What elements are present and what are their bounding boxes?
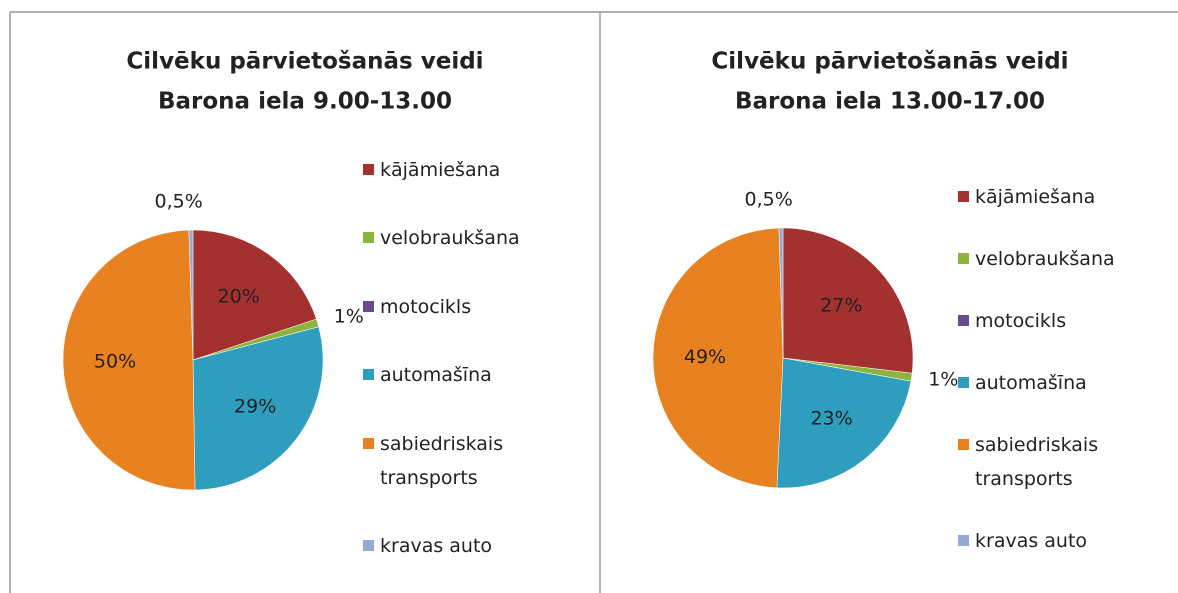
legend-item: sabiedriskais transports (958, 428, 1150, 496)
data-label: 29% (234, 396, 276, 418)
legend-swatch (363, 437, 374, 449)
legend-swatch (958, 535, 969, 546)
data-label: 1% (334, 306, 364, 328)
legend-item: automašīna (958, 366, 1150, 400)
pie-slice (192, 229, 317, 361)
data-label: 27% (820, 295, 862, 317)
legend-swatch (363, 300, 374, 312)
legend-item: automašīna (363, 358, 555, 392)
legend-item: kravas auto (958, 524, 1150, 558)
legend-swatch (363, 369, 374, 381)
legend-item: motocikls (363, 290, 555, 324)
data-label: 23% (810, 408, 852, 430)
legend-item: motocikls (958, 304, 1150, 338)
chart-subtitle: Barona iela 13.00-17.00 (735, 89, 1045, 115)
legend-item: kājāmiešana (363, 153, 555, 187)
pie-slice (652, 227, 784, 489)
legend-swatch (363, 539, 374, 551)
legend-label: velobraukšana (380, 227, 520, 250)
legend-label: automašīna (975, 372, 1087, 394)
legend-swatch (958, 253, 969, 264)
legend-swatch (958, 315, 969, 326)
legend-label: sabiedriskais transports (975, 434, 1099, 490)
chart-title: Cilvēku pārvietošanās veidi (711, 49, 1068, 75)
legend-item: kājāmiešana (958, 180, 1150, 214)
pie-slice (192, 326, 324, 491)
data-label: 0,5% (745, 189, 793, 211)
legend-swatch (363, 164, 374, 175)
chart-subtitle: Barona iela 9.00-13.00 (158, 89, 452, 115)
data-label: 50% (94, 350, 136, 372)
data-label: 49% (684, 346, 726, 368)
legend-label: sabiedriskais transports (380, 432, 504, 489)
legend-label: kājāmiešana (380, 159, 501, 181)
pie-slice (776, 357, 912, 489)
pie-slice (782, 227, 914, 374)
legend-swatch (363, 232, 374, 244)
legend-swatch (958, 377, 969, 388)
legend-item: velobraukšana (958, 242, 1150, 276)
legend-label: kājāmiešana (975, 186, 1096, 208)
legend-label: automašīna (380, 364, 492, 387)
data-label: 0,5% (155, 191, 203, 213)
pie-slice (188, 229, 194, 361)
legend-item: velobraukšana (363, 221, 555, 255)
pie-slice (778, 227, 784, 359)
legend-item: sabiedriskais transports (363, 427, 555, 495)
data-label: 20% (218, 285, 260, 307)
legend-swatch (958, 191, 969, 202)
legend: kājāmiešana velobraukšana motocikls automaš… (958, 180, 1150, 558)
data-label: 1% (928, 369, 958, 391)
legend-label: motocikls (975, 310, 1067, 332)
legend-label: kravas auto (380, 534, 493, 557)
legend: kājāmiešana velobraukšana motocikls automaš… (363, 153, 555, 563)
legend-label: kravas auto (975, 530, 1088, 552)
legend-swatch (958, 439, 969, 450)
legend-label: motocikls (380, 295, 472, 318)
pie-slice (62, 229, 196, 491)
legend-item: kravas auto (363, 529, 555, 563)
chart-title: Cilvēku pārvietošanās veidi (126, 49, 483, 75)
legend-label: velobraukšana (975, 248, 1115, 270)
